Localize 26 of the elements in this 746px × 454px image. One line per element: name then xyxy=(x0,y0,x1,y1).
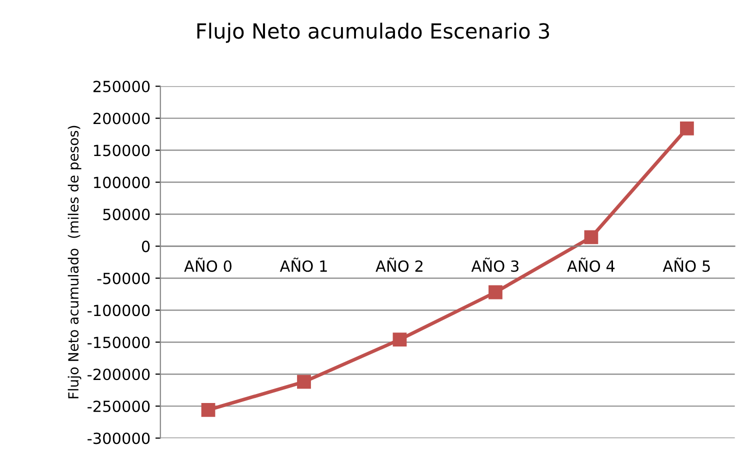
y-tick-label: 250000 xyxy=(93,80,150,92)
point xyxy=(488,285,502,300)
y-tick-label: -300000 xyxy=(88,432,150,444)
x-tick-label: AÑO 5 xyxy=(662,258,710,272)
y-axis-title: Flujo Neto acumulado (miles de pesos) xyxy=(68,126,82,398)
y-tick-label: 50000 xyxy=(103,208,150,220)
x-tick-label: AÑO 0 xyxy=(184,258,232,272)
x-tick-label: AÑO 4 xyxy=(567,258,615,272)
point xyxy=(201,403,216,417)
x-tick-label: AÑO 2 xyxy=(376,258,422,272)
y-tick-label: 100000 xyxy=(94,176,150,188)
y-tick-label: -150000 xyxy=(88,336,150,348)
y-tick-label: -50000 xyxy=(97,272,150,284)
point xyxy=(680,122,694,136)
x-tick-label: AÑO 3 xyxy=(471,258,518,272)
point xyxy=(392,332,407,347)
y-tick-label: 150000 xyxy=(94,144,150,156)
point xyxy=(297,374,311,389)
y-tick-label: -200000 xyxy=(88,368,150,380)
y-tick-label: 0 xyxy=(142,240,150,252)
point xyxy=(584,230,598,244)
chart-title: Flujo Neto acumulado Escenario 3 xyxy=(197,22,550,43)
y-tick-label: -250000 xyxy=(88,400,150,412)
y-tick-label: -100000 xyxy=(88,304,150,316)
x-tick-label: AÑO 1 xyxy=(280,258,327,272)
y-tick-label: 200000 xyxy=(93,112,150,124)
